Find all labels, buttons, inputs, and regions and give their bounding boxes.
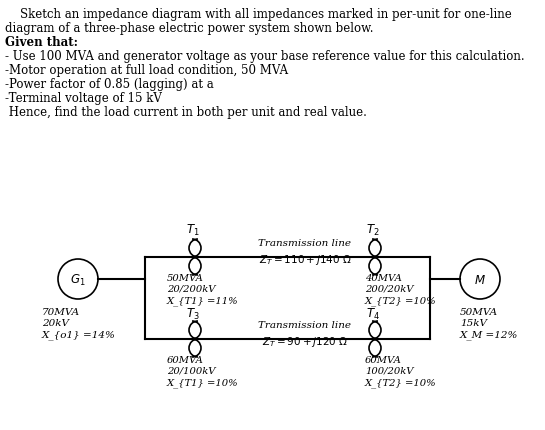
- Text: X_{o1} =14%: X_{o1} =14%: [42, 329, 116, 339]
- Text: 200/20kV: 200/20kV: [365, 284, 414, 293]
- Text: Sketch an impedance diagram with all impedances marked in per-unit for one-line: Sketch an impedance diagram with all imp…: [5, 8, 512, 21]
- Text: X_M =12%: X_M =12%: [460, 329, 518, 339]
- Text: X_{T1} =11%: X_{T1} =11%: [167, 295, 239, 305]
- Text: $Z_T = 90+j120\ \Omega$: $Z_T = 90+j120\ \Omega$: [262, 334, 348, 348]
- Text: $M$: $M$: [474, 273, 486, 286]
- Text: 50MVA: 50MVA: [460, 307, 498, 316]
- Text: 60MVA: 60MVA: [365, 355, 402, 364]
- Text: $G_1$: $G_1$: [70, 272, 86, 287]
- Text: 20kV: 20kV: [42, 318, 69, 327]
- Text: Transmission line: Transmission line: [258, 321, 352, 330]
- Text: 40MVA: 40MVA: [365, 273, 402, 283]
- Text: Transmission line: Transmission line: [258, 239, 352, 248]
- Text: 50MVA: 50MVA: [167, 273, 204, 283]
- Text: 15kV: 15kV: [460, 318, 487, 327]
- Text: 20/100kV: 20/100kV: [167, 366, 215, 375]
- Text: 70MVA: 70MVA: [42, 307, 80, 316]
- Text: $Z_T = 110+j140\ \Omega$: $Z_T = 110+j140\ \Omega$: [258, 252, 352, 266]
- Text: -Terminal voltage of 15 kV: -Terminal voltage of 15 kV: [5, 92, 162, 105]
- Text: - Use 100 MVA and generator voltage as your base reference value for this calcul: - Use 100 MVA and generator voltage as y…: [5, 50, 525, 63]
- Text: -Power factor of 0.85 (lagging) at a: -Power factor of 0.85 (lagging) at a: [5, 78, 214, 91]
- Text: X_{T2} =10%: X_{T2} =10%: [365, 377, 437, 387]
- Text: $T_3$: $T_3$: [186, 306, 200, 321]
- Text: Given that:: Given that:: [5, 36, 78, 49]
- Text: -Motor operation at full load condition, 50 MVA: -Motor operation at full load condition,…: [5, 64, 288, 77]
- Text: Hence, find the load current in both per unit and real value.: Hence, find the load current in both per…: [5, 106, 367, 119]
- Text: $T_4$: $T_4$: [366, 306, 380, 321]
- Text: 20/200kV: 20/200kV: [167, 284, 215, 293]
- Text: X_{T2} =10%: X_{T2} =10%: [365, 295, 437, 305]
- Text: $T_2$: $T_2$: [366, 222, 380, 237]
- Text: $T_1$: $T_1$: [186, 222, 200, 237]
- Text: diagram of a three-phase electric power system shown below.: diagram of a three-phase electric power …: [5, 22, 373, 35]
- Text: 60MVA: 60MVA: [167, 355, 204, 364]
- Text: X_{T1} =10%: X_{T1} =10%: [167, 377, 239, 387]
- Text: 100/20kV: 100/20kV: [365, 366, 414, 375]
